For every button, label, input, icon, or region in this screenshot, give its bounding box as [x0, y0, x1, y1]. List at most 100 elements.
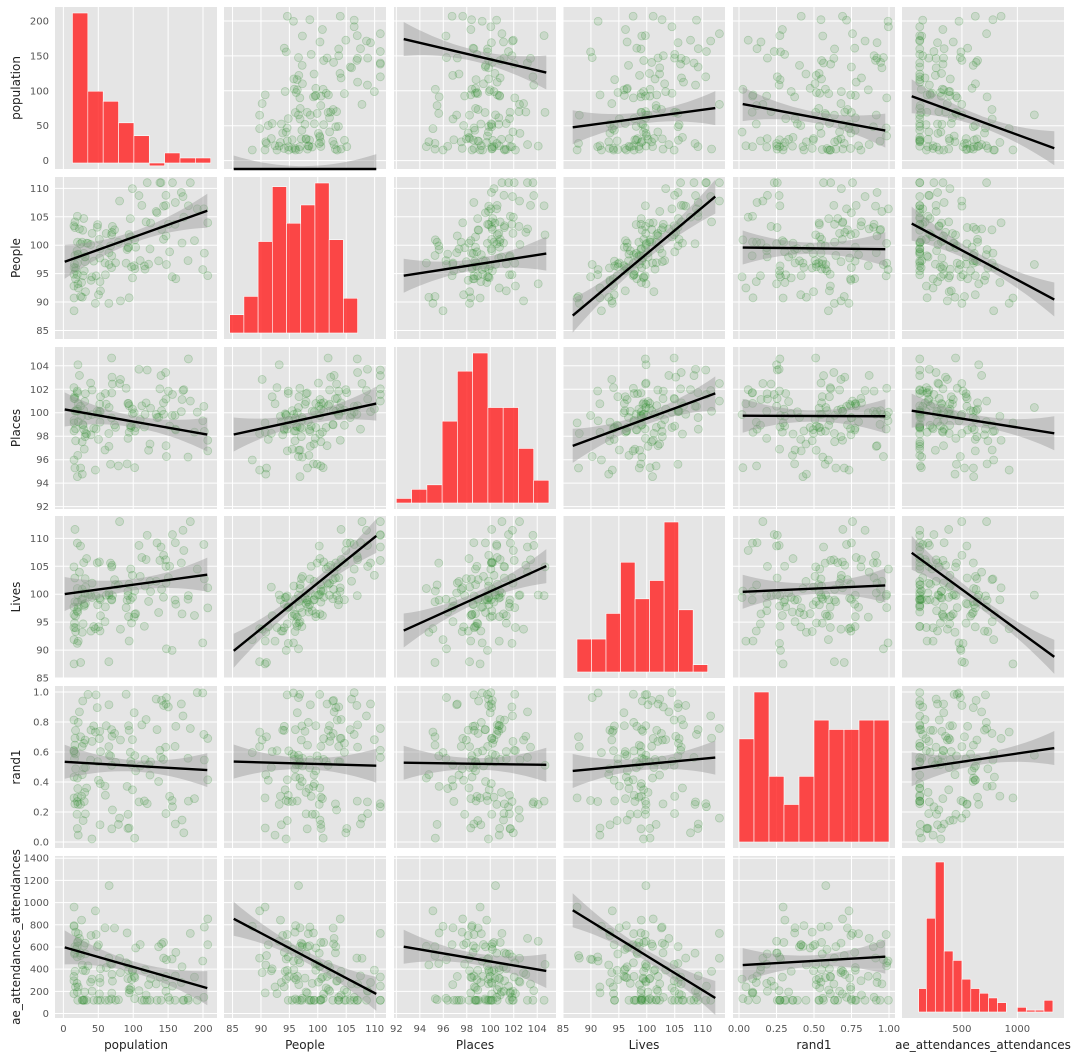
scatter-point [689, 58, 699, 68]
scatter-point [87, 737, 97, 746]
scatter-point [936, 618, 945, 628]
scatter-point [817, 392, 827, 402]
scatter-point [879, 53, 888, 62]
y-tick-label: 0.0 [33, 838, 49, 849]
scatter-point [817, 618, 827, 628]
scatter-point [272, 383, 282, 392]
scatter-point [811, 353, 821, 363]
scatter-point [495, 555, 505, 564]
scatter-point [345, 995, 355, 1005]
scatter-point [656, 105, 666, 114]
scatter-point [69, 971, 79, 981]
scatter-point [484, 220, 494, 229]
scatter-point [135, 256, 145, 265]
scatter-point [168, 390, 177, 399]
x-tick-label: 90 [255, 1024, 268, 1035]
scatter-point [314, 378, 323, 388]
panel-population-vs-People [224, 7, 386, 171]
scatter-point [478, 746, 488, 756]
scatter-point [369, 570, 379, 580]
scatter-point [856, 976, 866, 986]
scatter-point [595, 982, 605, 992]
scatter-point [924, 578, 934, 588]
scatter-point [128, 184, 137, 194]
scatter-point [137, 200, 147, 210]
scatter-point [123, 591, 133, 600]
scatter-point [141, 217, 151, 227]
y-tick-label: 1400 [24, 854, 49, 865]
scatter-point [489, 237, 499, 247]
scatter-point [982, 92, 992, 102]
scatter-point [942, 624, 952, 634]
scatter-point [134, 364, 144, 374]
scatter-point [466, 636, 476, 646]
scatter-point [963, 721, 973, 731]
scatter-point [94, 290, 103, 300]
scatter-point [647, 137, 657, 147]
scatter-point [751, 119, 761, 129]
scatter-point [319, 56, 329, 65]
scatter-point [641, 128, 651, 138]
scatter-point [924, 191, 934, 200]
scatter-point [142, 530, 152, 540]
scatter-point [508, 36, 517, 46]
scatter-point [482, 915, 492, 925]
scatter-point [185, 396, 195, 406]
scatter-point [328, 105, 338, 114]
histogram-bar [943, 950, 954, 1013]
scatter-point [107, 251, 117, 261]
scatter-point [916, 463, 926, 473]
scatter-point [467, 84, 477, 94]
scatter-point [294, 110, 303, 120]
x-tick-label: 104 [528, 1024, 547, 1035]
scatter-point [341, 385, 351, 395]
panel-ae_attendances_attendances-vs-ae_attendances_attendances [902, 856, 1064, 1018]
scatter-point [475, 293, 485, 303]
scatter-point [639, 127, 648, 137]
scatter-point [515, 100, 524, 109]
scatter-point [452, 248, 462, 258]
y-tick-label: 90 [36, 298, 49, 309]
scatter-point [681, 55, 691, 65]
scatter-point [690, 239, 700, 249]
scatter-point [276, 119, 286, 129]
scatter-point [756, 619, 765, 629]
scatter-point [316, 91, 326, 101]
scatter-point [131, 242, 141, 252]
scatter-point [639, 273, 649, 283]
scatter-point [203, 218, 213, 228]
scatter-point [526, 53, 535, 63]
scatter-point [778, 145, 788, 155]
scatter-point [758, 196, 768, 206]
histogram-bar [979, 992, 989, 1013]
scatter-point [504, 47, 513, 56]
scatter-point [322, 699, 332, 709]
y-tick-label: 800 [30, 920, 49, 931]
scatter-point [500, 221, 509, 231]
x-tick-label: 95 [283, 1024, 296, 1035]
scatter-point [628, 689, 638, 699]
scatter-point [484, 74, 494, 84]
scatter-point [673, 459, 683, 469]
y-tick-label: 100 [30, 241, 49, 252]
scatter-point [871, 995, 881, 1005]
scatter-point [962, 541, 972, 551]
scatter-point [574, 742, 584, 752]
scatter-point [957, 550, 967, 560]
scatter-point [124, 985, 134, 994]
scatter-point [786, 87, 796, 96]
y-axis-label: Places [9, 409, 23, 447]
scatter-point [298, 79, 307, 89]
scatter-point [667, 983, 677, 993]
scatter-point [521, 227, 531, 237]
scatter-point [752, 995, 761, 1005]
scatter-point [957, 813, 967, 823]
scatter-point [154, 608, 164, 617]
scatter-point [821, 84, 830, 94]
y-tick-label: 110 [30, 184, 49, 195]
histogram-bar [87, 90, 104, 164]
scatter-point [952, 459, 961, 469]
scatter-point [612, 816, 622, 825]
scatter-point [424, 960, 434, 970]
scatter-point [634, 142, 644, 151]
